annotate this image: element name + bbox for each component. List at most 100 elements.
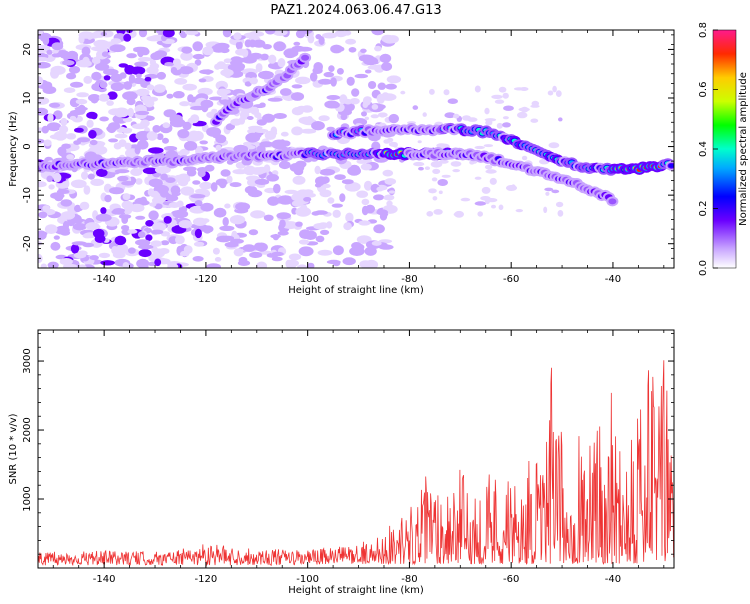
heatmap-cell xyxy=(122,193,131,201)
heatmap-cell xyxy=(388,190,396,194)
heatmap-cell xyxy=(108,122,121,131)
x-tick-label: -60 xyxy=(503,574,519,585)
heatmap-cell xyxy=(530,118,539,123)
heatmap-cell xyxy=(328,65,335,72)
heatmap-cell xyxy=(362,102,369,108)
heatmap-cell xyxy=(178,66,194,75)
heatmap-cell xyxy=(263,44,271,50)
heatmap-cell xyxy=(315,34,322,40)
heatmap-cell xyxy=(319,189,332,198)
x-tick-label: -80 xyxy=(401,574,417,585)
x-tick-label: -120 xyxy=(195,274,218,285)
heatmap-cell xyxy=(309,72,318,82)
colorbar-ticks: 0.0 0.2 0.4 0.6 0.8 xyxy=(698,22,718,276)
heatmap-cell xyxy=(291,126,303,136)
heatmap-cell xyxy=(254,128,269,133)
heatmap-cell xyxy=(55,66,64,75)
heatmap-cell xyxy=(377,82,386,90)
heatmap-cell xyxy=(349,246,365,256)
heatmap-cell xyxy=(100,207,107,215)
heatmap-cell xyxy=(314,210,328,215)
heatmap-cell xyxy=(238,116,246,125)
heatmap-cell xyxy=(438,159,449,164)
heatmap-cell xyxy=(331,203,343,208)
heatmap-cell xyxy=(371,30,385,36)
heatmap-cell xyxy=(151,190,160,198)
heatmap-cell xyxy=(142,264,149,268)
heatmap-cell xyxy=(428,188,437,194)
heatmap-cell xyxy=(543,206,548,213)
heatmap-cell xyxy=(73,140,81,146)
heatmap-cell xyxy=(376,209,389,216)
heatmap-cell xyxy=(135,73,142,79)
heatmap-cell xyxy=(118,63,129,68)
heatmap-cell xyxy=(233,248,244,257)
heatmap-cell xyxy=(303,197,312,202)
heatmap-cell xyxy=(185,135,200,142)
heatmap-cell xyxy=(295,221,303,227)
heatmap-cell xyxy=(557,210,564,217)
heatmap-cell xyxy=(376,186,384,192)
heatmap-cell xyxy=(232,169,248,175)
heatmap-cell xyxy=(82,56,90,66)
x-tick-label: -120 xyxy=(195,574,218,585)
heatmap-cell xyxy=(181,46,193,54)
heatmap-cell xyxy=(98,93,110,102)
heatmap-cell xyxy=(351,88,360,97)
heatmap-cell xyxy=(271,256,283,262)
x-tick-label: -40 xyxy=(605,274,621,285)
heatmap-cell xyxy=(66,72,77,80)
heatmap-cell xyxy=(322,32,338,39)
heatmap-cell xyxy=(96,51,104,58)
heatmap-cell xyxy=(74,127,84,133)
heatmap-cell xyxy=(134,146,141,155)
heatmap-cell xyxy=(298,239,310,245)
heatmap-cell xyxy=(99,81,108,89)
heatmap-cell xyxy=(75,98,88,105)
colorbar-tick-label: 0.2 xyxy=(698,201,709,217)
heatmap-cell xyxy=(323,71,335,78)
heatmap-cell xyxy=(70,179,87,189)
heatmap-cell xyxy=(491,204,496,209)
heatmap-cell xyxy=(368,81,377,89)
heatmap-cell xyxy=(150,52,163,61)
heatmap-cell xyxy=(95,213,112,222)
heatmap-cell xyxy=(82,233,93,239)
heatmap-cell xyxy=(82,242,94,248)
heatmap-cell xyxy=(280,88,292,96)
heatmap-cell xyxy=(100,260,115,266)
heatmap-cell xyxy=(484,107,490,115)
heatmap-cell xyxy=(200,202,214,212)
heatmap-cell xyxy=(81,46,91,56)
heatmap-cell xyxy=(127,229,138,234)
heatmap-cell xyxy=(314,165,321,175)
heatmap-cell xyxy=(413,161,425,167)
heatmap-cell xyxy=(148,210,159,221)
heatmap-cell xyxy=(174,78,188,85)
heatmap-cell xyxy=(50,192,65,200)
heatmap-cell xyxy=(131,123,148,130)
heatmap-cell xyxy=(245,132,261,143)
heatmap-cell xyxy=(272,233,279,241)
heatmap-cell xyxy=(332,245,344,256)
heatmap-cell xyxy=(474,85,481,93)
heatmap-cell xyxy=(184,30,199,36)
heatmap-cell xyxy=(429,88,435,95)
heatmap-cell xyxy=(441,174,451,178)
heatmap-cell xyxy=(266,174,280,182)
heatmap-cell xyxy=(177,173,191,181)
heatmap-cell xyxy=(83,185,91,195)
heatmap-cell xyxy=(295,76,311,85)
heatmap-cell xyxy=(247,128,256,134)
snr-panel: -140 -120 -100 -80 -60 -40 1000 2000 3000 Height… xyxy=(8,329,675,596)
heatmap-cell xyxy=(138,231,146,239)
heatmap-cell xyxy=(81,171,89,180)
heatmap-cell xyxy=(175,235,185,245)
heatmap-cell xyxy=(178,30,186,36)
heatmap-cell xyxy=(130,168,143,177)
heatmap-cell xyxy=(330,77,337,87)
heatmap-cell xyxy=(400,90,406,95)
spectrogram-heatmap xyxy=(38,30,674,268)
heatmap-cell xyxy=(184,141,198,151)
